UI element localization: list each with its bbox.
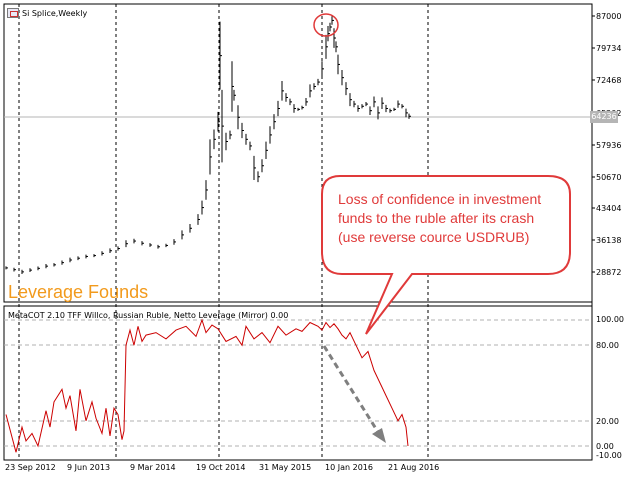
price-tick-label: 72468 — [596, 76, 622, 85]
time-tick-label: 9 Jun 2013 — [67, 463, 111, 472]
annotation-text: Loss of confidence in investment funds t… — [338, 191, 542, 245]
price-axis-ticks — [592, 15, 595, 273]
indicator-tick-label: 0.00 — [596, 442, 614, 451]
indicator-tick-label: -10.00 — [596, 451, 622, 460]
trend-arrow-line — [322, 345, 380, 433]
indicator-pane-frame — [3, 305, 593, 461]
price-series — [5, 16, 411, 274]
chart-window-icon — [7, 8, 19, 18]
price-tick-label: 50670 — [596, 173, 622, 182]
current-price-tag: 64236 — [590, 111, 618, 123]
callout-bubble — [321, 175, 571, 335]
price-tick-label: 87000 — [596, 12, 622, 21]
indicator-tick-label: 100.00 — [596, 315, 624, 324]
trend-arrow-head — [372, 428, 386, 443]
price-tick-label: 57936 — [596, 141, 622, 150]
indicator-line — [5, 318, 409, 453]
time-tick-label: 10 Jan 2016 — [325, 463, 373, 472]
time-tick-label: 21 Aug 2016 — [388, 463, 440, 472]
chart-title: Si Splice,Weekly — [22, 9, 88, 18]
time-tick-label: 23 Sep 2012 — [5, 463, 56, 472]
price-tick-label: 28872 — [596, 268, 622, 277]
leverage-title: Leverage Founds — [8, 282, 149, 302]
price-tick-label: 43404 — [596, 204, 622, 213]
indicator-levels — [4, 319, 592, 447]
indicator-tick-label: 20.00 — [596, 417, 619, 426]
peak-highlight-circle — [313, 13, 339, 37]
indicator-title: MetaCOT 2.10 TFF Willco, Russian Ruble, … — [8, 311, 289, 320]
price-tick-label: 36138 — [596, 236, 622, 245]
time-tick-label: 31 May 2015 — [259, 463, 312, 472]
time-tick-label: 19 Oct 2014 — [196, 463, 246, 472]
time-tick-label: 9 Mar 2014 — [130, 463, 176, 472]
price-tick-label: 79734 — [596, 44, 622, 53]
indicator-tick-label: 80.00 — [596, 341, 619, 350]
